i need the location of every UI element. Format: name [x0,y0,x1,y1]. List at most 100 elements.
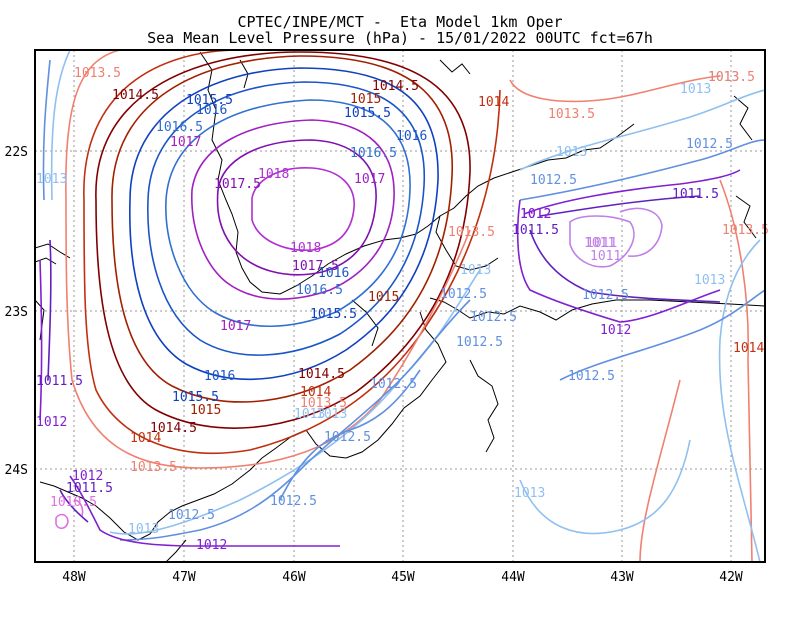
contour-label-1016: 1016 [196,103,227,118]
contour-label-1016-5: 1016.5 [156,120,203,135]
contour-label-1013-5: 1013.5 [300,396,347,411]
contour-label-1016-5: 1016.5 [350,146,397,161]
lat-tick-22s: 22S [5,145,28,160]
isobar-1016 [147,81,426,356]
contour-label-1013: 1013 [36,172,67,187]
contour-label-1014-5: 1014.5 [372,79,419,94]
contour-label-1015-5: 1015.5 [344,106,391,121]
contour-label-1012-5: 1012.5 [456,335,503,350]
contour-label-1011-5: 1011.5 [512,223,559,238]
contour-label-1016-5: 1016.5 [296,283,343,298]
isobar-1017 [191,119,395,300]
lon-ticks: 48W 47W 46W 45W 44W 43W 42W [62,570,743,585]
isobar-1017-5 [216,139,377,276]
contour-label-1011-5: 1011.5 [66,481,113,496]
contour-label-1012: 1012 [36,415,67,430]
contour-label-1012: 1012 [520,207,551,222]
isobar-1013 [50,50,765,562]
contour-label-1012-5: 1012.5 [582,288,629,303]
lat-ticks: 22S 23S 24S [5,145,28,478]
lon-tick-44w: 44W [501,570,525,585]
contour-label-1012: 1012 [196,538,227,553]
contour-label-1013-5: 1013.5 [448,225,495,240]
isobar-1016-5 [165,99,411,328]
contour-label-1017-5: 1017.5 [292,259,339,274]
contour-label-1012: 1012 [520,207,551,222]
isobar-1014 [83,50,501,454]
contour-label-1011: 1011 [584,236,615,251]
contour-label-1015-5: 1015.5 [310,307,357,322]
contour-label-1012-5: 1012.5 [470,310,517,325]
contour-label-1018: 1018 [290,241,321,256]
grid-lines [35,50,765,562]
contour-label-1012: 1012 [72,469,103,484]
contour-label-1015: 1015 [350,92,381,107]
contour-label-1013: 1013 [694,273,725,288]
contour-label-1015: 1015 [190,403,221,418]
contour-label-1013: 1013 [460,263,491,278]
lon-tick-42w: 42W [719,570,743,585]
map-title: CPTEC/INPE/MCT - Eta Model 1km Oper [237,13,563,31]
coastline [35,51,765,562]
lon-tick-47w: 47W [172,570,196,585]
contour-label-1011-5: 1011.5 [36,374,83,389]
contour-label-1014-5: 1014.5 [298,367,345,382]
map-subtitle: Sea Mean Level Pressure (hPa) - 15/01/20… [147,29,653,47]
contour-label-1011: 1011 [586,236,617,251]
contour-label-1013: 1013 [128,522,159,537]
contour-label-1014: 1014 [130,431,161,446]
contour-label-1014: 1014 [478,95,509,110]
lat-tick-23s: 23S [5,305,28,320]
contour-label-1013-5: 1013.5 [74,66,121,81]
contour-label-1015-5: 1015.5 [186,93,233,108]
contour-label-1017: 1017 [220,319,251,334]
contour-label-1014: 1014 [733,341,764,356]
contour-label-1013: 1013 [680,82,711,97]
contour-label-1013-5: 1013.5 [722,223,769,238]
contour-label-1013-5: 1013.5 [708,70,755,85]
contour-label-1015: 1015 [368,290,399,305]
map-frame [34,49,766,563]
contour-label-1013: 1013 [514,486,545,501]
contour-label-1014: 1014 [300,385,331,400]
contour-label-1013-5: 1013.5 [130,460,177,475]
contour-label-1011-5: 1011.5 [672,187,719,202]
isobar-1015 [111,55,453,403]
contour-label-1012-5: 1012.5 [168,508,215,523]
contour-label-1012-5: 1012.5 [370,377,417,392]
contour-label-1017: 1017 [354,172,385,187]
isobar-1013-5 [65,50,753,562]
isobar-1011-5 [47,195,721,523]
contour-label-1012-5: 1012.5 [324,430,371,445]
isobar-1011 [569,207,663,268]
contour-label-1017-5: 1017.5 [214,177,261,192]
contour-label-1017: 1017 [170,135,201,150]
isobar-1012 [39,169,741,547]
contour-label-1012: 1012 [600,323,631,338]
isobar-1012-5 [42,59,765,541]
contour-label-1016: 1016 [318,266,349,281]
isobar-1018 [251,167,355,251]
contour-label-1012-5: 1012.5 [568,369,615,384]
contour-label-1016: 1016 [396,129,427,144]
isobar-1010-5 [55,499,84,530]
contour-label-1012-5: 1012.5 [686,137,733,152]
lon-tick-43w: 43W [610,570,634,585]
contour-label-1013-5: 1013.5 [548,107,595,122]
contour-label-1012-5: 1012.5 [270,494,317,509]
lat-tick-24s: 24S [5,463,28,478]
contour-label-1013: 1013 [294,407,325,422]
contour-label-1010-5: 1010.5 [50,495,97,510]
contour-label-1013: 1013 [316,407,347,422]
contour-label-1013: 1013 [556,145,587,160]
lon-tick-48w: 48W [62,570,86,585]
contour-label-1015-5: 1015.5 [172,390,219,405]
contour-label-1018: 1018 [258,167,289,182]
contour-label-1014-5: 1014.5 [150,421,197,436]
contour-label-1012-5: 1012.5 [440,287,487,302]
isobar-1015-5 [129,67,439,381]
contour-label-1012-5: 1012.5 [530,173,577,188]
lon-tick-45w: 45W [391,570,415,585]
